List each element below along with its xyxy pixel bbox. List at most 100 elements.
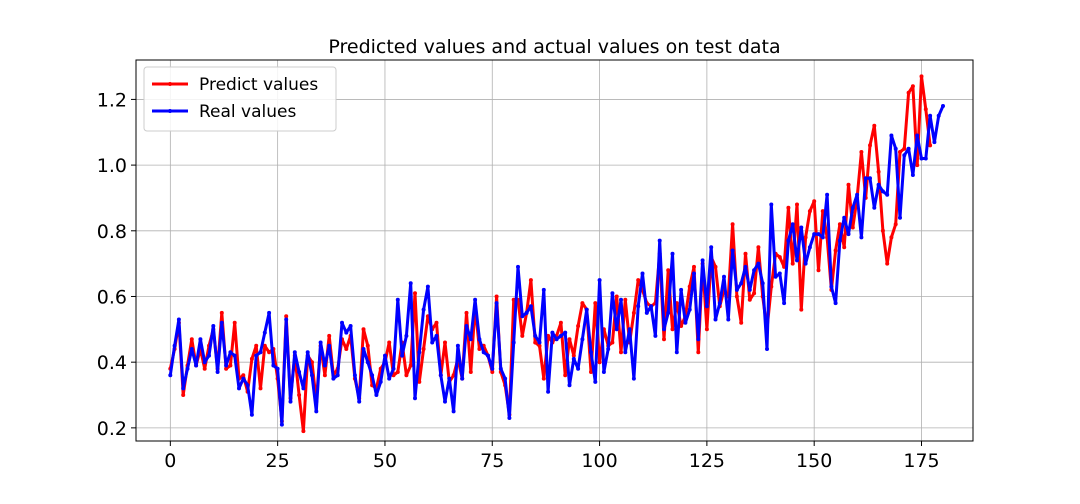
x-tick-label: 175	[903, 450, 939, 472]
data-point	[923, 156, 928, 161]
data-point	[537, 340, 542, 345]
data-point	[619, 350, 623, 355]
legend: Predict values Real values	[143, 66, 337, 132]
data-point	[722, 274, 726, 279]
data-point	[533, 333, 538, 338]
data-point	[254, 343, 259, 348]
data-point	[692, 264, 696, 269]
data-point	[614, 327, 619, 332]
data-point	[443, 340, 447, 345]
data-point	[837, 222, 842, 227]
data-point	[627, 327, 632, 332]
data-point	[554, 337, 559, 342]
data-point	[636, 278, 641, 283]
data-point	[430, 340, 435, 345]
data-point	[889, 133, 894, 138]
data-point	[468, 337, 473, 342]
data-point	[941, 104, 945, 108]
data-point	[284, 314, 289, 319]
data-point	[790, 261, 795, 266]
data-point	[756, 261, 761, 266]
data-point	[782, 301, 787, 306]
data-point	[567, 337, 572, 342]
legend-marker-predict	[168, 82, 172, 86]
data-point	[576, 324, 581, 328]
data-point	[614, 294, 619, 299]
data-point	[687, 307, 692, 312]
data-point	[434, 320, 439, 325]
data-point	[314, 409, 319, 414]
data-point	[644, 310, 649, 315]
series-real	[168, 104, 945, 427]
data-point	[765, 347, 769, 351]
data-point	[799, 307, 804, 312]
data-point	[361, 327, 366, 332]
data-point	[601, 370, 606, 374]
data-point	[194, 363, 199, 368]
data-point	[271, 363, 276, 368]
data-point	[932, 140, 937, 145]
data-point	[769, 202, 774, 207]
data-point	[743, 251, 748, 256]
data-point	[503, 376, 508, 381]
data-point	[168, 373, 173, 378]
data-point	[215, 370, 220, 374]
data-point	[455, 343, 460, 348]
data-point	[481, 350, 486, 355]
legend-label-real: Real values	[199, 102, 296, 122]
data-point	[928, 143, 933, 148]
data-point	[301, 429, 306, 434]
data-point	[593, 379, 598, 384]
data-point	[803, 261, 808, 266]
data-point	[395, 370, 400, 374]
data-point	[915, 133, 920, 138]
data-point	[919, 156, 924, 161]
data-point	[520, 333, 525, 338]
data-point	[807, 209, 812, 214]
data-point	[786, 238, 791, 243]
legend-box	[143, 66, 337, 132]
data-point	[640, 271, 645, 276]
data-point	[657, 238, 662, 243]
data-point	[284, 317, 289, 322]
data-point	[490, 370, 495, 374]
data-point	[906, 90, 911, 95]
data-point	[734, 294, 739, 299]
data-point	[228, 363, 233, 368]
data-point	[288, 399, 293, 404]
data-point	[498, 366, 503, 371]
data-point	[224, 363, 229, 368]
data-point	[400, 353, 405, 358]
data-point	[335, 373, 340, 378]
data-point	[743, 264, 748, 269]
x-tick-label: 0	[164, 450, 176, 472]
data-point	[322, 373, 327, 378]
data-point	[910, 84, 915, 89]
data-point	[357, 399, 362, 404]
data-point	[692, 271, 696, 276]
data-point	[653, 333, 658, 338]
data-point	[842, 215, 847, 220]
data-point	[567, 383, 572, 388]
data-point	[202, 360, 207, 365]
data-point	[842, 245, 847, 250]
data-point	[679, 287, 684, 292]
data-point	[494, 294, 499, 299]
data-point	[528, 304, 533, 309]
data-point	[829, 284, 834, 289]
data-point	[520, 314, 525, 319]
y-tick-label: 0.8	[97, 221, 127, 243]
plot-frame	[135, 59, 974, 442]
data-point	[297, 393, 302, 397]
data-point	[473, 297, 478, 302]
data-point	[254, 353, 259, 358]
data-point	[232, 353, 237, 358]
data-point	[378, 379, 383, 384]
data-point	[846, 182, 851, 187]
data-point	[713, 317, 718, 322]
data-point	[181, 386, 186, 391]
data-point	[387, 376, 392, 381]
data-point	[524, 310, 529, 315]
data-point	[275, 366, 280, 371]
